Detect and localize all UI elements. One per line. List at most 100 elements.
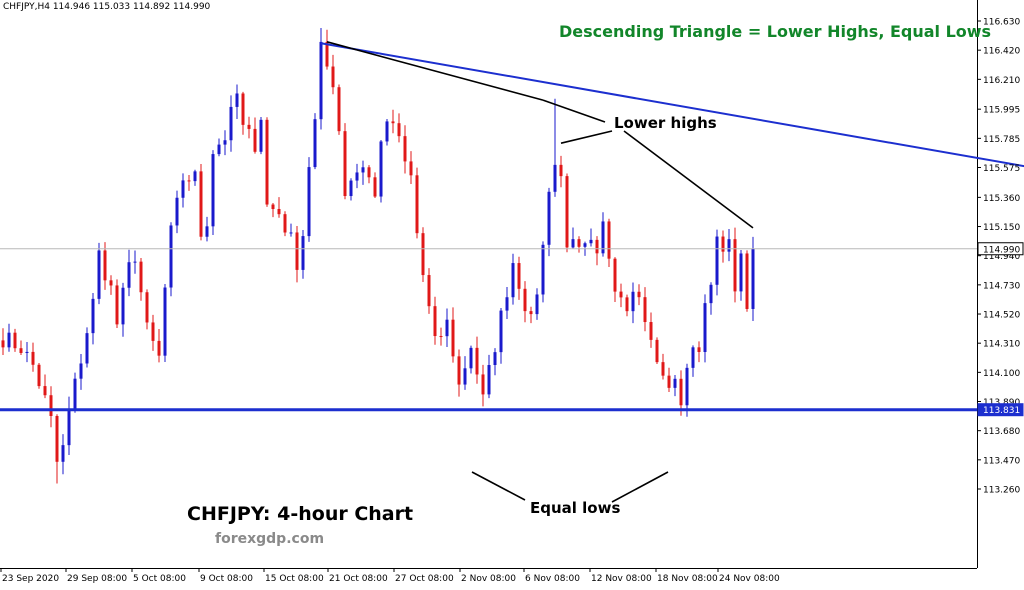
time-tick-label: 18 Nov 08:00 bbox=[657, 574, 718, 584]
candle-body bbox=[457, 356, 461, 385]
symbol-info: CHFJPY,H4 114.946 115.033 114.892 114.99… bbox=[3, 2, 211, 12]
candle-body bbox=[685, 367, 689, 406]
equal-lows-label: Equal lows bbox=[530, 499, 621, 517]
candle-body bbox=[613, 258, 617, 292]
candle-body bbox=[1, 340, 5, 348]
price-tick-label: 115.575 bbox=[983, 164, 1020, 174]
price-tick-label: 113.260 bbox=[983, 486, 1020, 496]
candle-body bbox=[109, 280, 113, 286]
candle-body bbox=[121, 287, 125, 325]
lower-highs-label: Lower highs bbox=[614, 114, 717, 132]
candle-body bbox=[421, 233, 425, 276]
time-tick-label: 12 Nov 08:00 bbox=[591, 574, 652, 584]
price-tick-label: 116.630 bbox=[983, 18, 1020, 28]
candle-body bbox=[475, 347, 479, 375]
price-axis: 116.630 116.420 116.210 115.995 115.785 115.5… bbox=[977, 18, 1024, 496]
candle-body bbox=[61, 445, 65, 462]
chart-title: CHFJPY: 4-hour Chart bbox=[187, 503, 414, 525]
time-tick-label: 9 Oct 08:00 bbox=[200, 574, 253, 584]
candle-body bbox=[13, 332, 17, 349]
candle-body bbox=[721, 236, 725, 252]
candle-body bbox=[691, 347, 695, 368]
candles bbox=[1, 27, 755, 484]
time-tick-label: 23 Sep 2020 bbox=[2, 574, 59, 584]
candle-body bbox=[679, 378, 683, 406]
candle-body bbox=[637, 291, 641, 298]
candle-body bbox=[169, 225, 173, 288]
candle-body bbox=[703, 303, 707, 352]
candle-body bbox=[589, 239, 593, 244]
time-tick-label: 5 Oct 08:00 bbox=[133, 574, 186, 584]
price-tick-label: 116.420 bbox=[983, 47, 1020, 57]
candle-body bbox=[643, 297, 647, 323]
candle-body bbox=[187, 180, 191, 182]
candle-body bbox=[175, 197, 179, 226]
candle-body bbox=[529, 311, 533, 315]
candle-body bbox=[667, 375, 671, 388]
candle-body bbox=[511, 263, 515, 298]
candle-body bbox=[577, 239, 581, 247]
candle-body bbox=[547, 191, 551, 245]
candle-body bbox=[253, 128, 257, 152]
time-axis: 23 Sep 2020 29 Sep 08:00 5 Oct 08:00 9 Oct … bbox=[0, 568, 780, 584]
time-tick-label: 15 Oct 08:00 bbox=[265, 574, 324, 584]
candle-body bbox=[31, 351, 35, 365]
candle-body bbox=[49, 395, 53, 416]
candle-body bbox=[745, 253, 749, 309]
annotation-pointer-line bbox=[611, 471, 669, 503]
candle-body bbox=[307, 167, 311, 237]
candle-body bbox=[673, 378, 677, 388]
candle-body bbox=[355, 172, 359, 181]
candle-body bbox=[37, 364, 41, 387]
overlays bbox=[0, 41, 1024, 503]
candle-body bbox=[481, 374, 485, 395]
time-tick-label: 24 Nov 08:00 bbox=[719, 574, 780, 584]
candle-body bbox=[199, 171, 203, 237]
candle-body bbox=[127, 262, 131, 288]
candle-body bbox=[295, 232, 299, 270]
candle-body bbox=[739, 253, 743, 292]
price-tick-label: 114.100 bbox=[983, 369, 1020, 379]
candle-body bbox=[217, 144, 221, 155]
candle-body bbox=[571, 239, 575, 248]
candle-body bbox=[337, 87, 341, 132]
candle-body bbox=[709, 284, 713, 304]
candle-body bbox=[73, 378, 77, 409]
current-price-tag-text: 114.990 bbox=[983, 245, 1020, 255]
candle-body bbox=[553, 164, 557, 192]
candle-body bbox=[541, 244, 545, 295]
candle-body bbox=[211, 154, 215, 227]
candle-body bbox=[469, 347, 473, 369]
price-tick-label: 114.520 bbox=[983, 311, 1020, 321]
candle-body bbox=[535, 294, 539, 315]
annotation-pointer-line bbox=[326, 41, 544, 101]
annotation-pointer-line bbox=[560, 130, 613, 144]
candle-body bbox=[301, 236, 305, 270]
candle-body bbox=[697, 347, 701, 352]
price-tick-label: 115.785 bbox=[983, 135, 1020, 145]
price-tick-label: 114.940 bbox=[983, 252, 1020, 262]
candle-body bbox=[391, 121, 395, 124]
candle-body bbox=[205, 226, 209, 237]
candle-body bbox=[493, 352, 497, 366]
candle-body bbox=[97, 250, 101, 299]
annotation-pointer-line bbox=[623, 130, 754, 229]
candle-body bbox=[607, 221, 611, 259]
candle-body bbox=[631, 291, 635, 312]
candle-body bbox=[79, 363, 83, 379]
annotation-pointer-line bbox=[542, 99, 606, 123]
time-tick-label: 2 Nov 08:00 bbox=[461, 574, 516, 584]
candle-body bbox=[151, 322, 155, 341]
candle-body bbox=[235, 93, 239, 107]
candle-body bbox=[67, 408, 71, 446]
price-tick-label: 115.150 bbox=[983, 223, 1020, 233]
candle-body bbox=[379, 141, 383, 197]
headline: Descending Triangle = Lower Highs, Equal… bbox=[559, 22, 992, 41]
candle-body bbox=[463, 368, 467, 385]
plot-area bbox=[0, 0, 977, 568]
candle-body bbox=[445, 319, 449, 337]
candle-body bbox=[559, 164, 563, 177]
candle-body bbox=[157, 340, 161, 356]
